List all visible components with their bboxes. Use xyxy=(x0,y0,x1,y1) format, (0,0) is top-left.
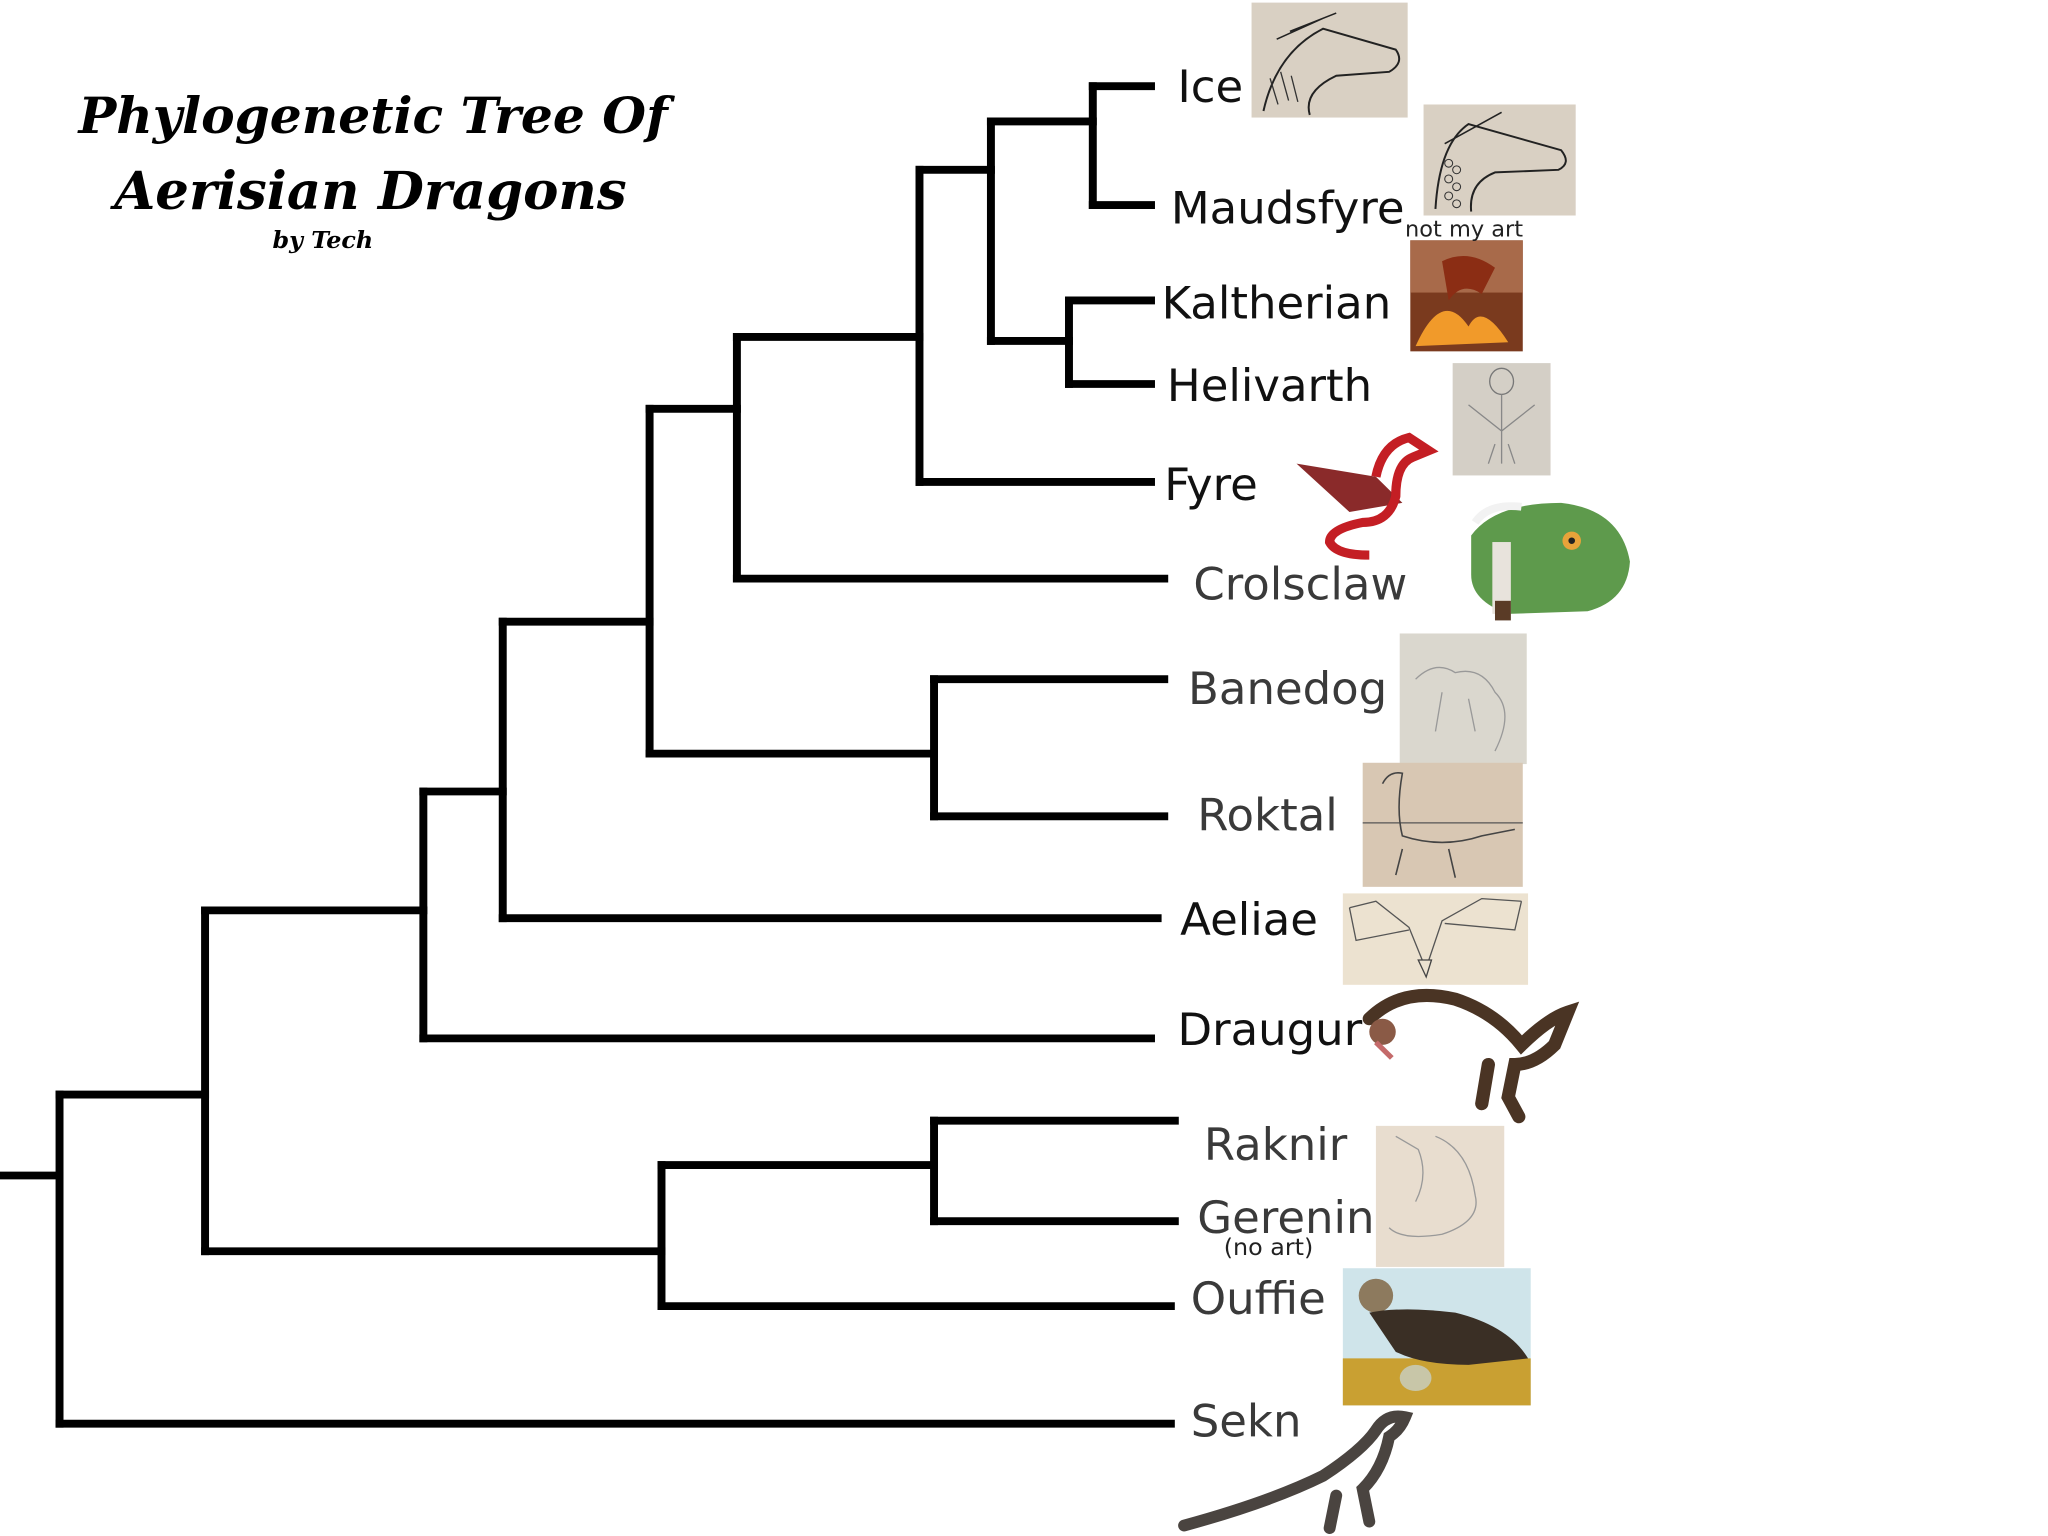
sekn-art-image xyxy=(1178,1410,1414,1535)
kaltherian-art-image xyxy=(1410,240,1523,352)
taxon-label-sekn: Sekn xyxy=(1191,1396,1302,1448)
taxon-label-gerenin: Gerenin xyxy=(1197,1192,1374,1244)
taxon-label-fyre: Fyre xyxy=(1164,460,1258,512)
taxon-label-banedog: Banedog xyxy=(1188,663,1387,715)
ouffie-art-image xyxy=(1342,1268,1531,1406)
title-line-2: Aerisian Dragons xyxy=(109,161,626,222)
maudsfyre-art-image xyxy=(1423,104,1576,216)
helivarth-art-image xyxy=(1452,363,1551,476)
aeliae-art-image xyxy=(1342,893,1529,985)
title-line-1: Phylogenetic Tree Of xyxy=(76,87,675,146)
raknir-art-image xyxy=(1375,1125,1505,1267)
taxon-label-aeliae: Aeliae xyxy=(1180,894,1318,946)
tree-branches xyxy=(0,82,1179,1428)
banedog-art-image xyxy=(1399,633,1527,765)
taxon-label-kaltherian: Kaltherian xyxy=(1162,278,1392,330)
crolsclaw-art-image xyxy=(1471,502,1630,621)
ice-art-image xyxy=(1251,2,1408,118)
not-my-art-note: not my art xyxy=(1405,217,1523,243)
byline: by Tech xyxy=(272,226,373,254)
taxon-label-raknir: Raknir xyxy=(1204,1119,1348,1171)
no-art-note: (no art) xyxy=(1224,1233,1314,1261)
fyre-art-image xyxy=(1296,432,1439,560)
taxon-label-crolsclaw: Crolsclaw xyxy=(1193,559,1407,611)
draugur-art-image xyxy=(1362,988,1580,1124)
taxon-label-helivarth: Helivarth xyxy=(1167,360,1372,412)
artwork xyxy=(1178,2,1630,1535)
leaf-labels: Ice Maudsfyre not my art Kaltherian Heli… xyxy=(1162,61,1524,1448)
taxon-label-ice: Ice xyxy=(1177,61,1243,113)
taxon-label-ouffie: Ouffie xyxy=(1191,1273,1326,1325)
title-block: Phylogenetic Tree Of Aerisian Dragons by… xyxy=(76,87,675,255)
taxon-label-maudsfyre: Maudsfyre xyxy=(1171,183,1405,235)
taxon-label-draugur: Draugur xyxy=(1177,1004,1362,1056)
roktal-art-image xyxy=(1362,762,1523,887)
taxon-label-roktal: Roktal xyxy=(1197,790,1337,842)
